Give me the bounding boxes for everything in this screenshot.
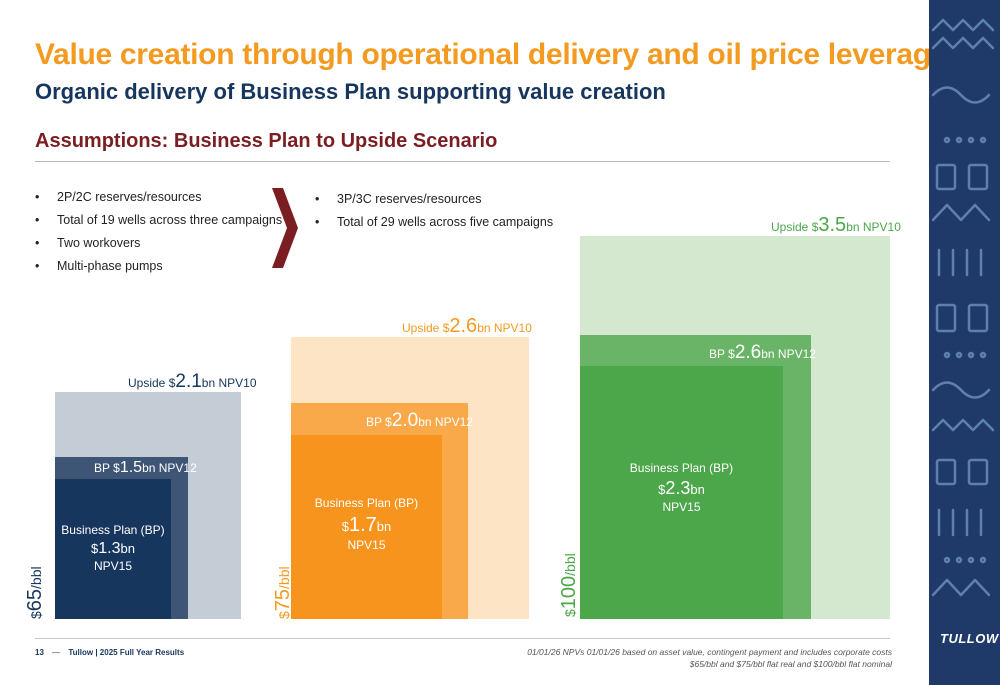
list-item: 2P/2C reserves/resources xyxy=(35,189,282,212)
bp-npv15-box xyxy=(55,479,171,619)
slide-subtitle: Organic delivery of Business Plan suppor… xyxy=(35,79,666,104)
bp-npv15-box xyxy=(291,435,442,619)
upside-label: Upside $2.1bn NPV10 xyxy=(128,371,257,392)
oil-price-label: $75/bbl xyxy=(272,566,294,619)
divider xyxy=(35,161,890,162)
footer-divider xyxy=(35,638,890,639)
bp-npv15-box xyxy=(580,366,783,619)
footnote: 01/01/26 NPVs 01/01/26 based on asset va… xyxy=(527,647,892,670)
slide-title: Value creation through operational deliv… xyxy=(35,38,948,71)
tullow-logo: TULLOW xyxy=(940,631,999,646)
bp-npv15-label: Business Plan (BP) $1.7bn NPV15 xyxy=(314,496,419,552)
bp-npv15-label: Business Plan (BP) $2.3bn NPV15 xyxy=(629,461,734,514)
bp-npv15-label: Business Plan (BP) $1.3bn NPV15 xyxy=(61,523,165,574)
business-plan-assumptions: 2P/2C reserves/resources Total of 19 wel… xyxy=(35,189,282,281)
bp-npv12-label: BP $2.6bn NPV12 xyxy=(709,342,816,363)
upside-label: Upside $2.6bn NPV10 xyxy=(402,315,532,337)
list-item: 3P/3C reserves/resources xyxy=(315,191,553,214)
chevron-right-icon xyxy=(272,188,298,268)
footer-page-info: 13 — Tullow | 2025 Full Year Results xyxy=(35,648,185,657)
list-item: Multi-phase pumps xyxy=(35,258,282,281)
bp-npv12-label: BP $2.0bn NPV12 xyxy=(366,410,473,431)
pattern-icon xyxy=(931,18,995,597)
list-item: Two workovers xyxy=(35,235,282,258)
presentation-title: Tullow | 2025 Full Year Results xyxy=(68,648,185,657)
oil-price-label: $65/bbl xyxy=(24,566,46,619)
list-item: Total of 19 wells across three campaigns xyxy=(35,212,282,235)
upside-label: Upside $3.5bn NPV10 xyxy=(771,214,901,236)
decorative-sidebar xyxy=(929,0,1000,685)
upside-assumptions: 3P/3C reserves/resources Total of 29 wel… xyxy=(315,191,553,237)
oil-price-label: $100/bbl xyxy=(558,553,580,617)
bp-npv12-label: BP $1.5bn NPV12 xyxy=(94,459,197,476)
section-heading: Assumptions: Business Plan to Upside Sce… xyxy=(35,130,498,152)
page-number: 13 xyxy=(35,648,44,657)
list-item: Total of 29 wells across five campaigns xyxy=(315,214,553,237)
